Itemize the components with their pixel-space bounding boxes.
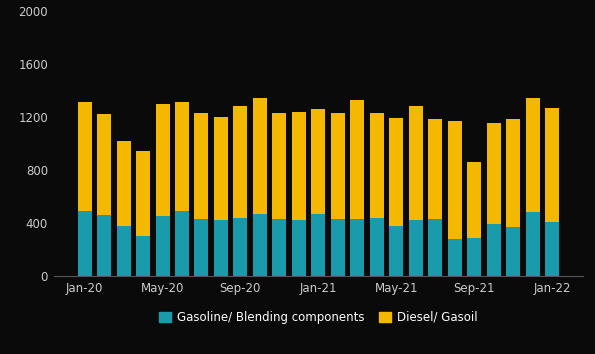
Bar bbox=[136, 152, 150, 236]
Bar bbox=[195, 113, 208, 219]
Bar bbox=[447, 239, 462, 276]
Bar bbox=[136, 236, 150, 276]
Bar bbox=[155, 216, 170, 276]
Bar bbox=[506, 227, 520, 276]
Bar bbox=[253, 214, 267, 276]
Bar bbox=[214, 220, 228, 276]
Bar bbox=[273, 219, 286, 276]
Bar bbox=[331, 219, 345, 276]
Legend: Gasoline/ Blending components, Diesel/ Gasoil: Gasoline/ Blending components, Diesel/ G… bbox=[155, 306, 482, 329]
Bar bbox=[447, 121, 462, 239]
Bar bbox=[292, 220, 306, 276]
Bar bbox=[97, 114, 111, 215]
Bar bbox=[253, 98, 267, 214]
Bar bbox=[273, 113, 286, 219]
Bar bbox=[545, 222, 559, 276]
Bar bbox=[311, 214, 325, 276]
Bar bbox=[545, 108, 559, 222]
Bar bbox=[117, 226, 130, 276]
Bar bbox=[175, 211, 189, 276]
Bar bbox=[369, 113, 384, 218]
Bar bbox=[77, 102, 92, 211]
Bar bbox=[97, 215, 111, 276]
Bar bbox=[175, 102, 189, 211]
Bar bbox=[428, 120, 442, 219]
Bar bbox=[195, 219, 208, 276]
Bar bbox=[233, 106, 248, 218]
Bar bbox=[331, 113, 345, 219]
Bar bbox=[525, 98, 540, 212]
Bar bbox=[487, 124, 500, 224]
Bar bbox=[214, 117, 228, 220]
Bar bbox=[487, 224, 500, 276]
Bar bbox=[350, 219, 364, 276]
Bar bbox=[292, 112, 306, 220]
Bar bbox=[389, 226, 403, 276]
Bar bbox=[506, 120, 520, 227]
Bar bbox=[467, 162, 481, 238]
Bar bbox=[428, 219, 442, 276]
Bar bbox=[77, 211, 92, 276]
Bar bbox=[369, 218, 384, 276]
Bar bbox=[311, 109, 325, 214]
Bar bbox=[389, 118, 403, 226]
Bar bbox=[525, 212, 540, 276]
Bar bbox=[409, 220, 422, 276]
Bar bbox=[155, 103, 170, 216]
Bar bbox=[233, 218, 248, 276]
Bar bbox=[117, 141, 130, 226]
Bar bbox=[467, 238, 481, 276]
Bar bbox=[350, 99, 364, 219]
Bar bbox=[409, 106, 422, 220]
